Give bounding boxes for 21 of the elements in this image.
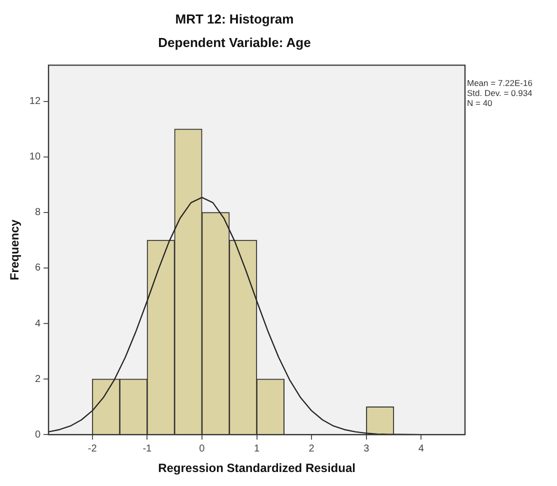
y-tick-label: 6 <box>34 262 41 274</box>
y-tick-label: 2 <box>34 374 41 385</box>
x-axis-title: Regression Standardized Residual <box>158 461 356 476</box>
y-tick-label: 4 <box>34 318 41 330</box>
x-tick-label: -2 <box>88 443 98 454</box>
x-tick-label: 0 <box>199 443 206 454</box>
y-axis-title: Frequency <box>8 219 22 280</box>
x-tick-label: -1 <box>142 443 152 454</box>
y-tick-label: 10 <box>29 152 41 163</box>
y-tick-label: 0 <box>34 429 41 440</box>
text: N = 40 <box>467 98 494 108</box>
text: Std. Dev. = 0.934 <box>467 88 532 98</box>
y-tick-label: 12 <box>29 96 41 108</box>
x-tick-label: 1 <box>254 443 260 454</box>
y-tick-label: 8 <box>34 207 41 218</box>
x-tick-label: 2 <box>308 443 315 454</box>
x-tick-label: 3 <box>364 443 370 454</box>
x-tick-label: 4 <box>418 443 424 454</box>
chart-title: MRT 12: Histogram <box>175 11 294 26</box>
chart-subtitle: Dependent Variable: Age <box>158 34 311 50</box>
text: Mean = 7.22E-16 <box>467 78 532 88</box>
